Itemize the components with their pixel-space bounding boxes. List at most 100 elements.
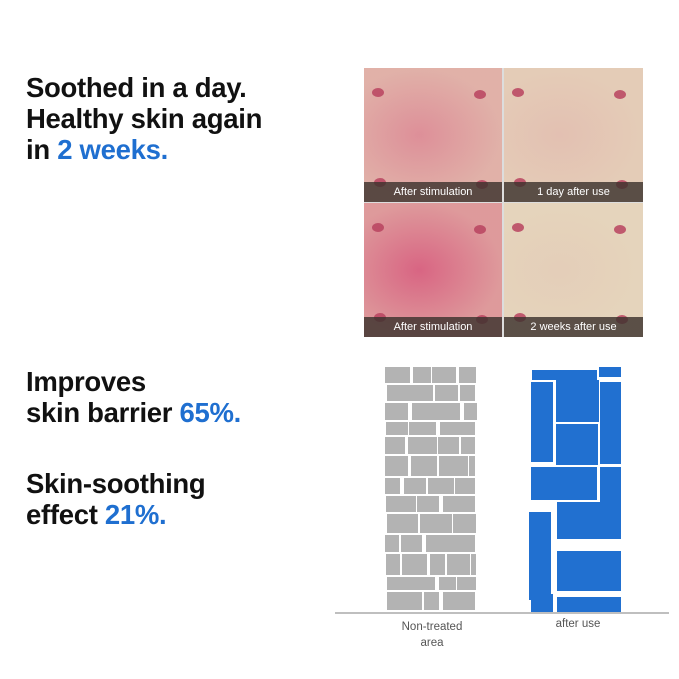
blue-brick <box>556 424 598 465</box>
mark-dot <box>614 225 626 234</box>
skin-photo-grid: After stimulation 1 day after use After … <box>364 68 643 337</box>
grey-brick <box>439 577 456 590</box>
headline-line2: Healthy skin again <box>26 103 263 134</box>
photo-cell: After stimulation <box>364 203 502 337</box>
blue-brick <box>531 382 553 462</box>
photo-cell: After stimulation <box>364 68 502 202</box>
mark-dot <box>474 90 486 99</box>
blue-brick <box>531 594 553 612</box>
blue-brick <box>529 512 551 600</box>
grey-brick <box>453 514 476 533</box>
mark-dot <box>474 225 486 234</box>
grey-brick <box>469 456 475 476</box>
photo-caption: After stimulation <box>364 182 502 202</box>
mark-dot <box>512 223 524 232</box>
non-treated-label: Non-treated area <box>382 619 482 651</box>
mark-dot <box>372 88 384 97</box>
soothing-line1: Skin-soothing <box>26 468 206 499</box>
barrier-highlight: 65%. <box>179 397 242 428</box>
grey-brick <box>428 478 454 494</box>
barrier-line2: skin barrier 65%. <box>26 397 241 428</box>
grey-brick <box>412 403 427 420</box>
non-treated-label-line1: Non-treated <box>401 621 463 633</box>
blue-brick <box>557 502 621 539</box>
grey-brick <box>461 437 475 454</box>
grey-brick <box>401 535 422 552</box>
blue-brick <box>557 551 621 591</box>
grey-brick <box>447 535 475 552</box>
grey-brick <box>417 496 439 512</box>
grey-brick <box>443 592 467 610</box>
grey-brick <box>420 514 452 533</box>
grey-brick <box>409 422 436 435</box>
grey-brick <box>439 456 468 476</box>
grey-brick <box>467 592 475 610</box>
grey-brick <box>440 422 457 435</box>
grey-brick <box>385 403 408 420</box>
grey-brick <box>471 554 476 575</box>
photo-caption: 2 weeks after use <box>504 317 643 337</box>
grey-brick <box>387 385 406 401</box>
grey-brick <box>455 478 475 494</box>
grey-brick <box>411 456 437 476</box>
soothing-prefix: effect <box>26 499 105 530</box>
grey-brick <box>416 577 435 590</box>
grey-brick <box>387 592 405 610</box>
headline-line3-prefix: in <box>26 134 58 165</box>
photo-cell: 2 weeks after use <box>504 203 643 337</box>
grey-brick <box>430 554 445 575</box>
grey-brick <box>385 367 410 383</box>
photo-cell: 1 day after use <box>504 68 643 202</box>
after-use-label: after use <box>555 618 601 630</box>
blue-brick <box>556 380 599 422</box>
soothing-line2: effect 21%. <box>26 499 205 530</box>
grey-brick <box>460 385 475 401</box>
headline-line3: in 2 weeks. <box>26 134 262 165</box>
grey-brick <box>464 403 477 420</box>
soothing-claim: Skin-soothing effect 21%. <box>26 468 206 530</box>
non-treated-bricks <box>385 367 477 610</box>
grey-brick <box>457 577 476 590</box>
grey-brick <box>405 592 422 610</box>
grey-brick <box>385 535 399 552</box>
grey-brick <box>386 554 400 575</box>
photo-caption: 1 day after use <box>504 182 643 202</box>
headline-line1: Soothed in a day. <box>26 72 247 103</box>
grey-brick <box>386 496 416 512</box>
grey-brick <box>387 577 416 590</box>
grey-brick <box>402 554 427 575</box>
grey-brick <box>432 367 456 383</box>
mark-dot <box>614 90 626 99</box>
grey-brick <box>435 385 458 401</box>
grey-brick <box>386 422 408 435</box>
grey-brick <box>385 456 408 476</box>
mark-dot <box>512 88 524 97</box>
grey-brick <box>447 554 470 575</box>
grey-brick <box>457 422 475 435</box>
grey-brick <box>387 514 418 533</box>
grey-brick <box>413 367 431 383</box>
grey-brick <box>426 535 447 552</box>
blue-brick <box>531 467 597 500</box>
grey-brick <box>424 592 439 610</box>
barrier-line1: Improves <box>26 366 146 397</box>
grey-brick <box>427 403 460 420</box>
after-use-bricks <box>529 367 621 612</box>
soothing-highlight: 21%. <box>104 499 167 530</box>
barrier-claim: Improves skin barrier 65%. <box>26 366 241 428</box>
blue-brick <box>532 370 597 380</box>
grey-brick <box>438 437 459 454</box>
grey-brick <box>443 496 461 512</box>
grey-brick <box>459 367 476 383</box>
blue-brick <box>557 597 621 612</box>
grey-brick <box>404 478 426 494</box>
grey-brick <box>385 437 405 454</box>
blue-brick <box>600 382 621 464</box>
mark-dot <box>372 223 384 232</box>
non-treated-label-line2: area <box>420 637 444 649</box>
photo-caption: After stimulation <box>364 317 502 337</box>
grey-brick <box>385 478 400 494</box>
headline: Soothed in a day. Healthy skin again in … <box>26 72 262 165</box>
blue-brick <box>599 367 621 377</box>
